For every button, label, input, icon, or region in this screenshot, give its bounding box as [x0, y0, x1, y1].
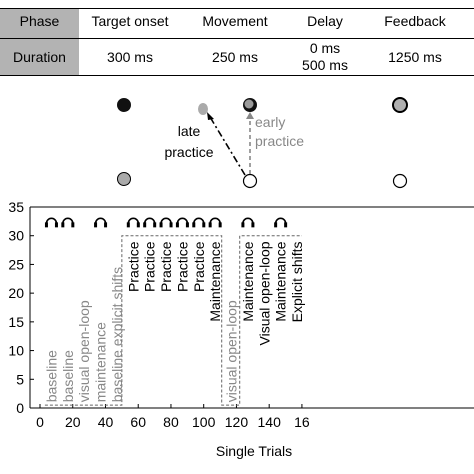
x-tick-label: 120	[225, 414, 249, 430]
segment-label: baseline explicit shifts	[109, 267, 125, 402]
segment-label: visual open-loop	[76, 300, 92, 402]
segment-label: Practice	[158, 241, 174, 292]
headphones-icon	[159, 217, 173, 228]
duration-delay-0: 0 ms	[309, 40, 341, 56]
headphones-icon	[274, 217, 288, 228]
segment-label: Practice	[142, 241, 158, 292]
y-tick-label: 15	[8, 314, 24, 330]
header-phase: Phase	[19, 13, 60, 29]
x-tick-label: 40	[98, 414, 114, 430]
headphones-icon	[94, 217, 108, 228]
duration-header-bg	[0, 39, 79, 75]
y-tick-label: 10	[8, 343, 24, 359]
headphones-icon	[126, 217, 140, 228]
duration-delay-500: 500 ms	[302, 57, 348, 73]
y-tick-label: 20	[8, 285, 24, 301]
headphones-icon	[175, 217, 189, 228]
x-axis-title: Single Trials	[216, 443, 292, 459]
x-tick-label: 100	[192, 414, 216, 430]
segment-label: baseline	[43, 350, 59, 402]
y-tick-label: 25	[8, 256, 24, 272]
y-tick-label: 5	[16, 371, 24, 387]
segment-label: Visual open-loop	[256, 241, 272, 345]
segment-label: baseline	[60, 350, 76, 402]
duration-feedback: 1250 ms	[388, 49, 442, 65]
y-tick-label: 0	[16, 400, 24, 416]
table-bottom-rule	[0, 75, 474, 76]
headphones-icon	[44, 217, 58, 228]
segment-label: Maintenance	[273, 241, 289, 321]
x-tick-label: 16	[294, 414, 310, 430]
duration-label: Duration	[13, 49, 66, 65]
duration-movement: 250 ms	[212, 49, 258, 65]
x-tick-label: 20	[65, 414, 81, 430]
headphones-icon	[208, 217, 222, 228]
header-feedback: Feedback	[384, 13, 446, 29]
headphones-icon	[61, 217, 75, 228]
phase-header-bg	[0, 8, 79, 38]
header-delay: Delay	[307, 13, 343, 29]
segment-label: Maintenance	[207, 241, 223, 321]
block-outline	[44, 235, 302, 406]
segment-label: Practice	[125, 241, 141, 292]
headphones-icon	[192, 217, 206, 228]
y-tick-label: 30	[8, 228, 24, 244]
table-mid-rule	[0, 38, 474, 39]
segment-label: Practice	[174, 241, 190, 292]
x-tick-label: 140	[258, 414, 282, 430]
headphones-icon	[241, 217, 255, 228]
duration-target-onset: 300 ms	[107, 49, 153, 65]
x-tick-label: 80	[163, 414, 179, 430]
segment-label: Practice	[191, 241, 207, 292]
header-movement: Movement	[202, 13, 268, 29]
x-tick-label: 60	[130, 414, 146, 430]
x-tick-label: 0	[36, 414, 44, 430]
table-top-rule	[0, 8, 474, 9]
segment-label: Explicit shifts	[289, 241, 305, 322]
segment-label: maintenance	[93, 322, 109, 402]
headphones-icon	[143, 217, 157, 228]
segment-label: Maintenance	[240, 241, 256, 321]
header-target-onset: Target onset	[91, 13, 169, 29]
segment-label: visual open-loop	[224, 300, 240, 402]
y-tick-label: 35	[8, 199, 24, 215]
